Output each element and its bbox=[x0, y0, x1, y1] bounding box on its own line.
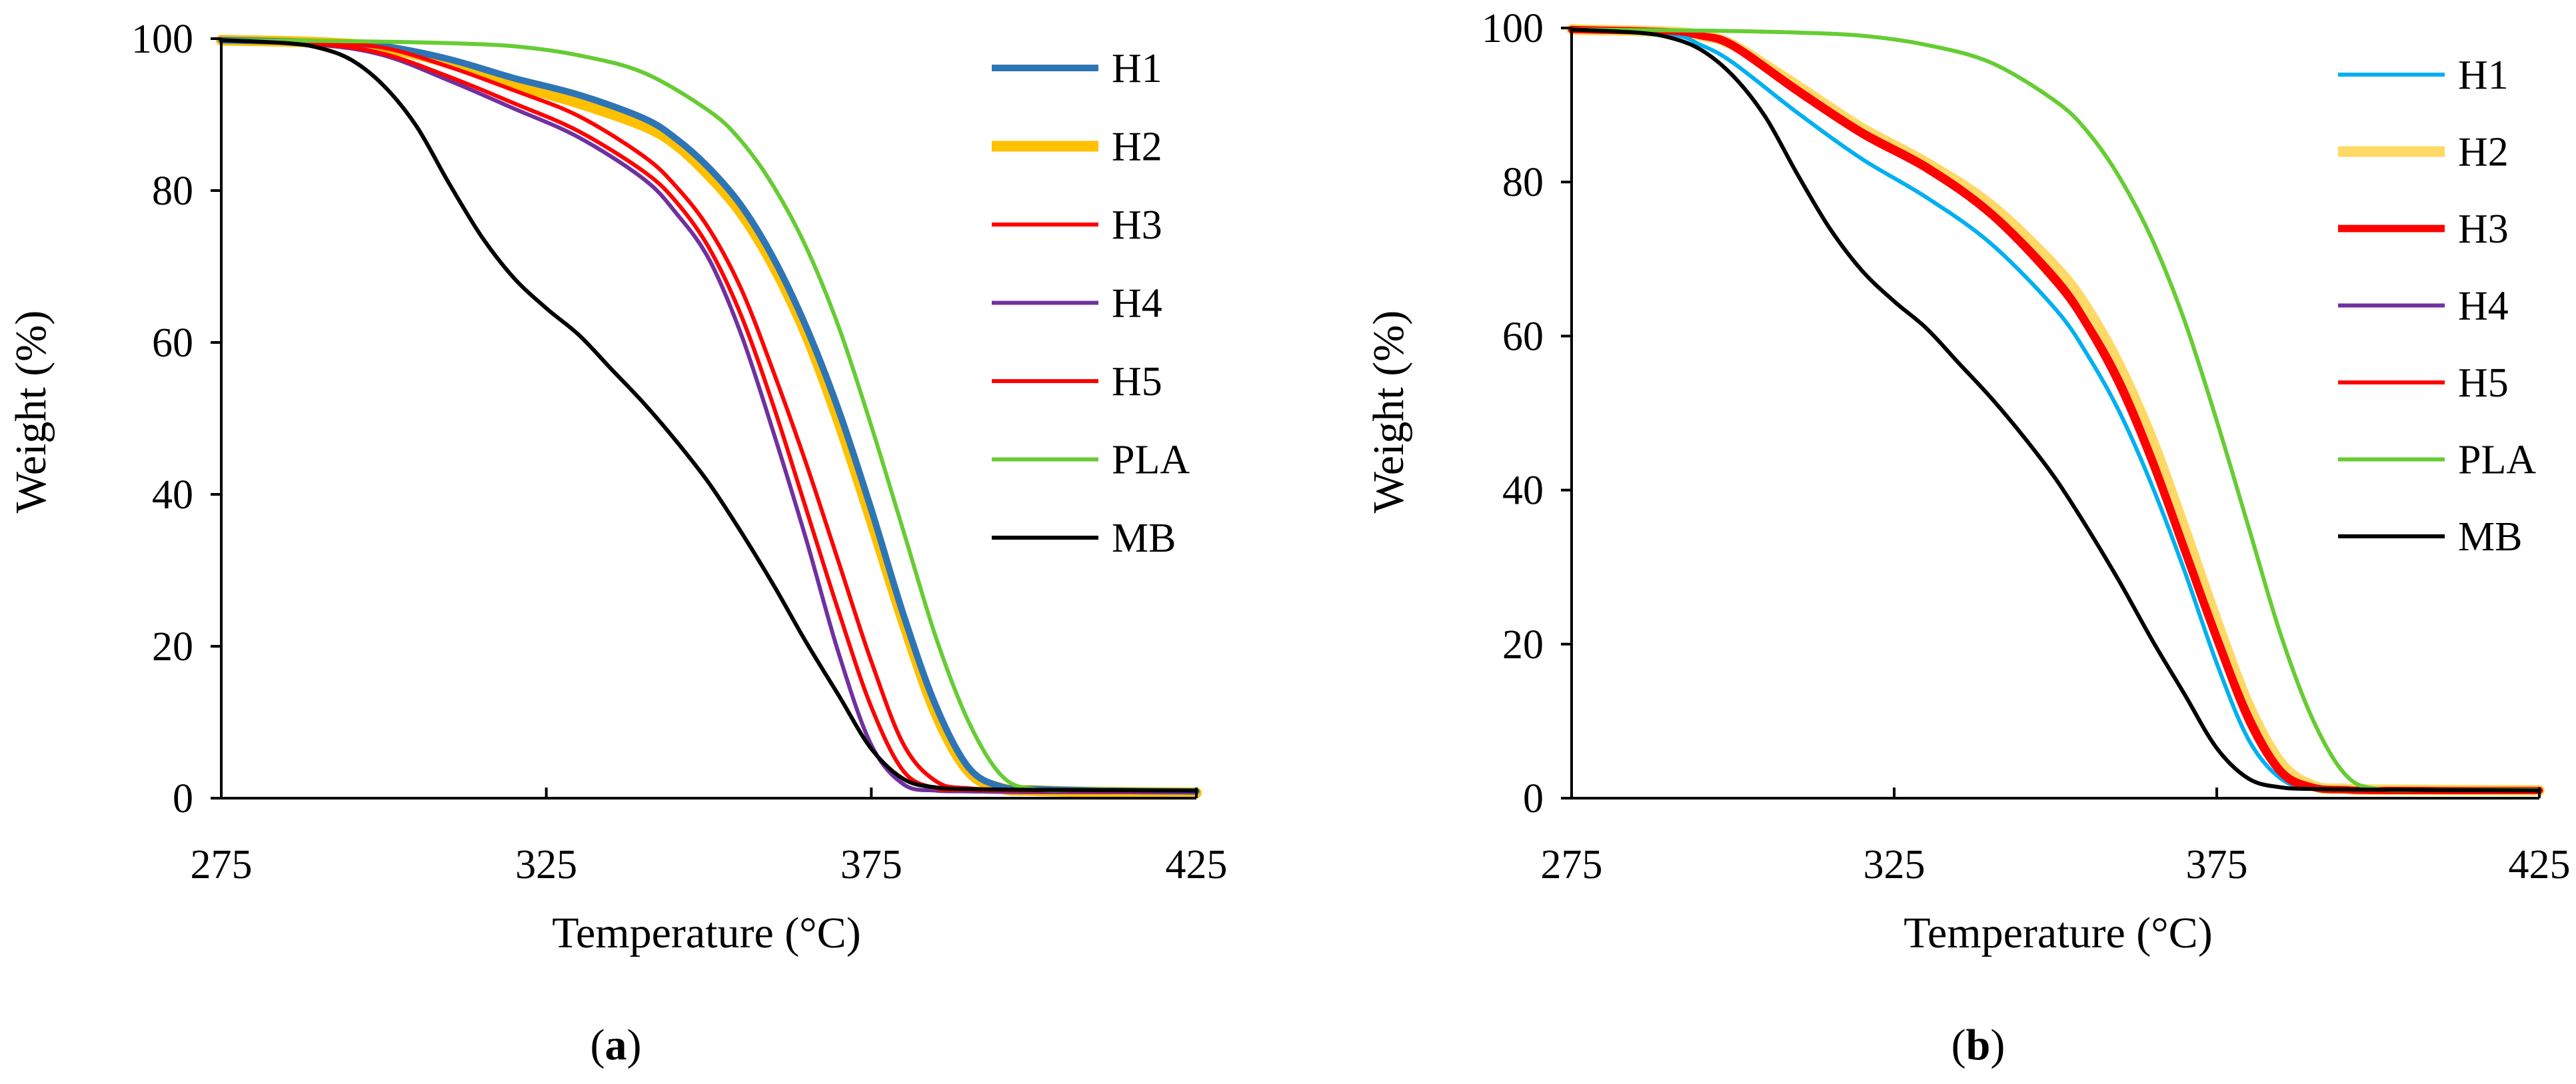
panel-b-y-axis-title: Weight (%) bbox=[1364, 310, 1413, 513]
panel-a-legend-item-h1: H1 bbox=[992, 46, 1162, 91]
panel-b-y-tick-label-40: 40 bbox=[1502, 468, 1544, 514]
panel-a-x-tick-label-275: 275 bbox=[191, 842, 253, 887]
panel-a-legend: H1 H2 H3 H4 H5 PLA MB bbox=[992, 46, 1190, 561]
panel-b-legend-label-pla: PLA bbox=[2458, 438, 2536, 483]
panel-a-series-layer bbox=[216, 35, 1202, 798]
panel-b-series-pla-line bbox=[1570, 27, 2541, 793]
panel-a-label: (a) bbox=[591, 1021, 642, 1069]
panel-b-series-h5-line bbox=[1570, 27, 2541, 793]
panel-b-y-tick-label-80: 80 bbox=[1502, 160, 1544, 205]
panel-b-label: (b) bbox=[1951, 1021, 2005, 1069]
panel-b-series-h4-line bbox=[1570, 27, 2541, 793]
panel-b-x-tick-label-375: 375 bbox=[2186, 842, 2248, 887]
panel-a-x-tick-label-375: 375 bbox=[840, 842, 902, 887]
panel-a-y-tick-label-20: 20 bbox=[152, 624, 193, 670]
panel-a-ticks-layer: 0 20 40 60 80 100 275 325 375 425 bbox=[131, 17, 1228, 887]
panel-b-series-layer bbox=[1566, 24, 2545, 796]
panel-a-x-tick-label-325: 325 bbox=[515, 842, 577, 887]
panel-a-legend-label-pla: PLA bbox=[1112, 438, 1190, 483]
panel-b-legend-label-h5: H5 bbox=[2458, 360, 2509, 406]
panel-b-legend: H1 H2 H3 H4 H5 PLA MB bbox=[2338, 53, 2536, 560]
panel-b-legend-label-h4: H4 bbox=[2458, 284, 2509, 329]
panel-a-legend-label-mb: MB bbox=[1112, 516, 1176, 561]
panel-b-x-tick-label-425: 425 bbox=[2509, 842, 2571, 887]
panel-b-legend-item-h1: H1 bbox=[2338, 53, 2509, 98]
panel-a-series-mb-line bbox=[219, 38, 1198, 793]
panel-a-y-axis-title: Weight (%) bbox=[7, 310, 55, 513]
panel-a-y-tick-label-80: 80 bbox=[152, 169, 193, 214]
panel-b-y-tick-label-60: 60 bbox=[1502, 314, 1544, 359]
panel-b-series-h2-line bbox=[1566, 24, 2545, 796]
panel-b-legend-item-pla: PLA bbox=[2338, 438, 2536, 483]
panel-a-series-h2-line bbox=[216, 35, 1202, 798]
panel-b-series-h3-line bbox=[1568, 25, 2543, 794]
panel-a-legend-item-pla: PLA bbox=[992, 438, 1190, 483]
panel-b-y-tick-label-100: 100 bbox=[1482, 6, 1544, 51]
panel-a-series-h5-line bbox=[219, 38, 1198, 793]
panel-a-chart: 0 20 40 60 80 100 275 325 375 425 Temperature (°C… bbox=[7, 17, 1228, 1069]
panel-a-y-tick-label-60: 60 bbox=[152, 320, 193, 366]
panel-a-legend-label-h1: H1 bbox=[1112, 46, 1162, 91]
panel-b-x-tick-label-275: 275 bbox=[1541, 842, 1603, 887]
panel-b-legend-item-h4: H4 bbox=[2338, 284, 2509, 329]
panel-a-y-tick-label-0: 0 bbox=[173, 776, 193, 821]
panel-b-legend-label-h2: H2 bbox=[2458, 130, 2509, 175]
panel-b-series-h1-line bbox=[1570, 27, 2541, 793]
panel-a-y-tick-label-100: 100 bbox=[131, 17, 193, 62]
panel-b-legend-label-h1: H1 bbox=[2458, 53, 2509, 98]
panel-b-x-tick-label-325: 325 bbox=[1864, 842, 1926, 887]
panel-a-legend-item-h5: H5 bbox=[992, 359, 1162, 404]
panel-b-legend-item-h3: H3 bbox=[2338, 207, 2509, 252]
panel-a-series-pla-line bbox=[219, 38, 1198, 793]
panel-b-y-tick-label-0: 0 bbox=[1523, 776, 1544, 821]
panel-b-ticks-layer: 0 20 40 60 80 100 275 325 375 425 bbox=[1482, 6, 2571, 887]
panel-b-series-mb-line bbox=[1570, 27, 2541, 793]
panel-b-chart: 0 20 40 60 80 100 275 325 375 425 Temperature (°C… bbox=[1364, 6, 2571, 1069]
panel-a-series-h3-line bbox=[219, 38, 1198, 793]
panel-a-x-axis-title: Temperature (°C) bbox=[552, 909, 860, 957]
panel-a-legend-item-mb: MB bbox=[992, 516, 1176, 561]
panel-a-legend-label-h4: H4 bbox=[1112, 281, 1162, 326]
panel-b-legend-item-mb: MB bbox=[2338, 514, 2522, 560]
panel-a-legend-label-h5: H5 bbox=[1112, 359, 1162, 404]
panel-b-x-axis-title: Temperature (°C) bbox=[1904, 909, 2212, 957]
panel-a-x-tick-label-425: 425 bbox=[1166, 842, 1228, 887]
panel-b-legend-label-h3: H3 bbox=[2458, 207, 2509, 252]
panel-b-legend-item-h2: H2 bbox=[2338, 130, 2509, 175]
panel-a-legend-label-h2: H2 bbox=[1112, 125, 1162, 170]
panel-b-legend-label-mb: MB bbox=[2458, 514, 2522, 560]
panel-a-legend-item-h2: H2 bbox=[992, 125, 1162, 170]
panel-a-legend-label-h3: H3 bbox=[1112, 203, 1162, 248]
panel-a-legend-item-h4: H4 bbox=[992, 281, 1162, 326]
panel-a-y-tick-label-40: 40 bbox=[152, 472, 193, 518]
panel-b-legend-item-h5: H5 bbox=[2338, 360, 2509, 406]
panel-b-y-tick-label-20: 20 bbox=[1502, 622, 1544, 668]
panel-a-legend-item-h3: H3 bbox=[992, 203, 1162, 248]
panel-a-series-h4-line bbox=[219, 38, 1198, 794]
panel-a-series-h1-line bbox=[218, 37, 1200, 795]
